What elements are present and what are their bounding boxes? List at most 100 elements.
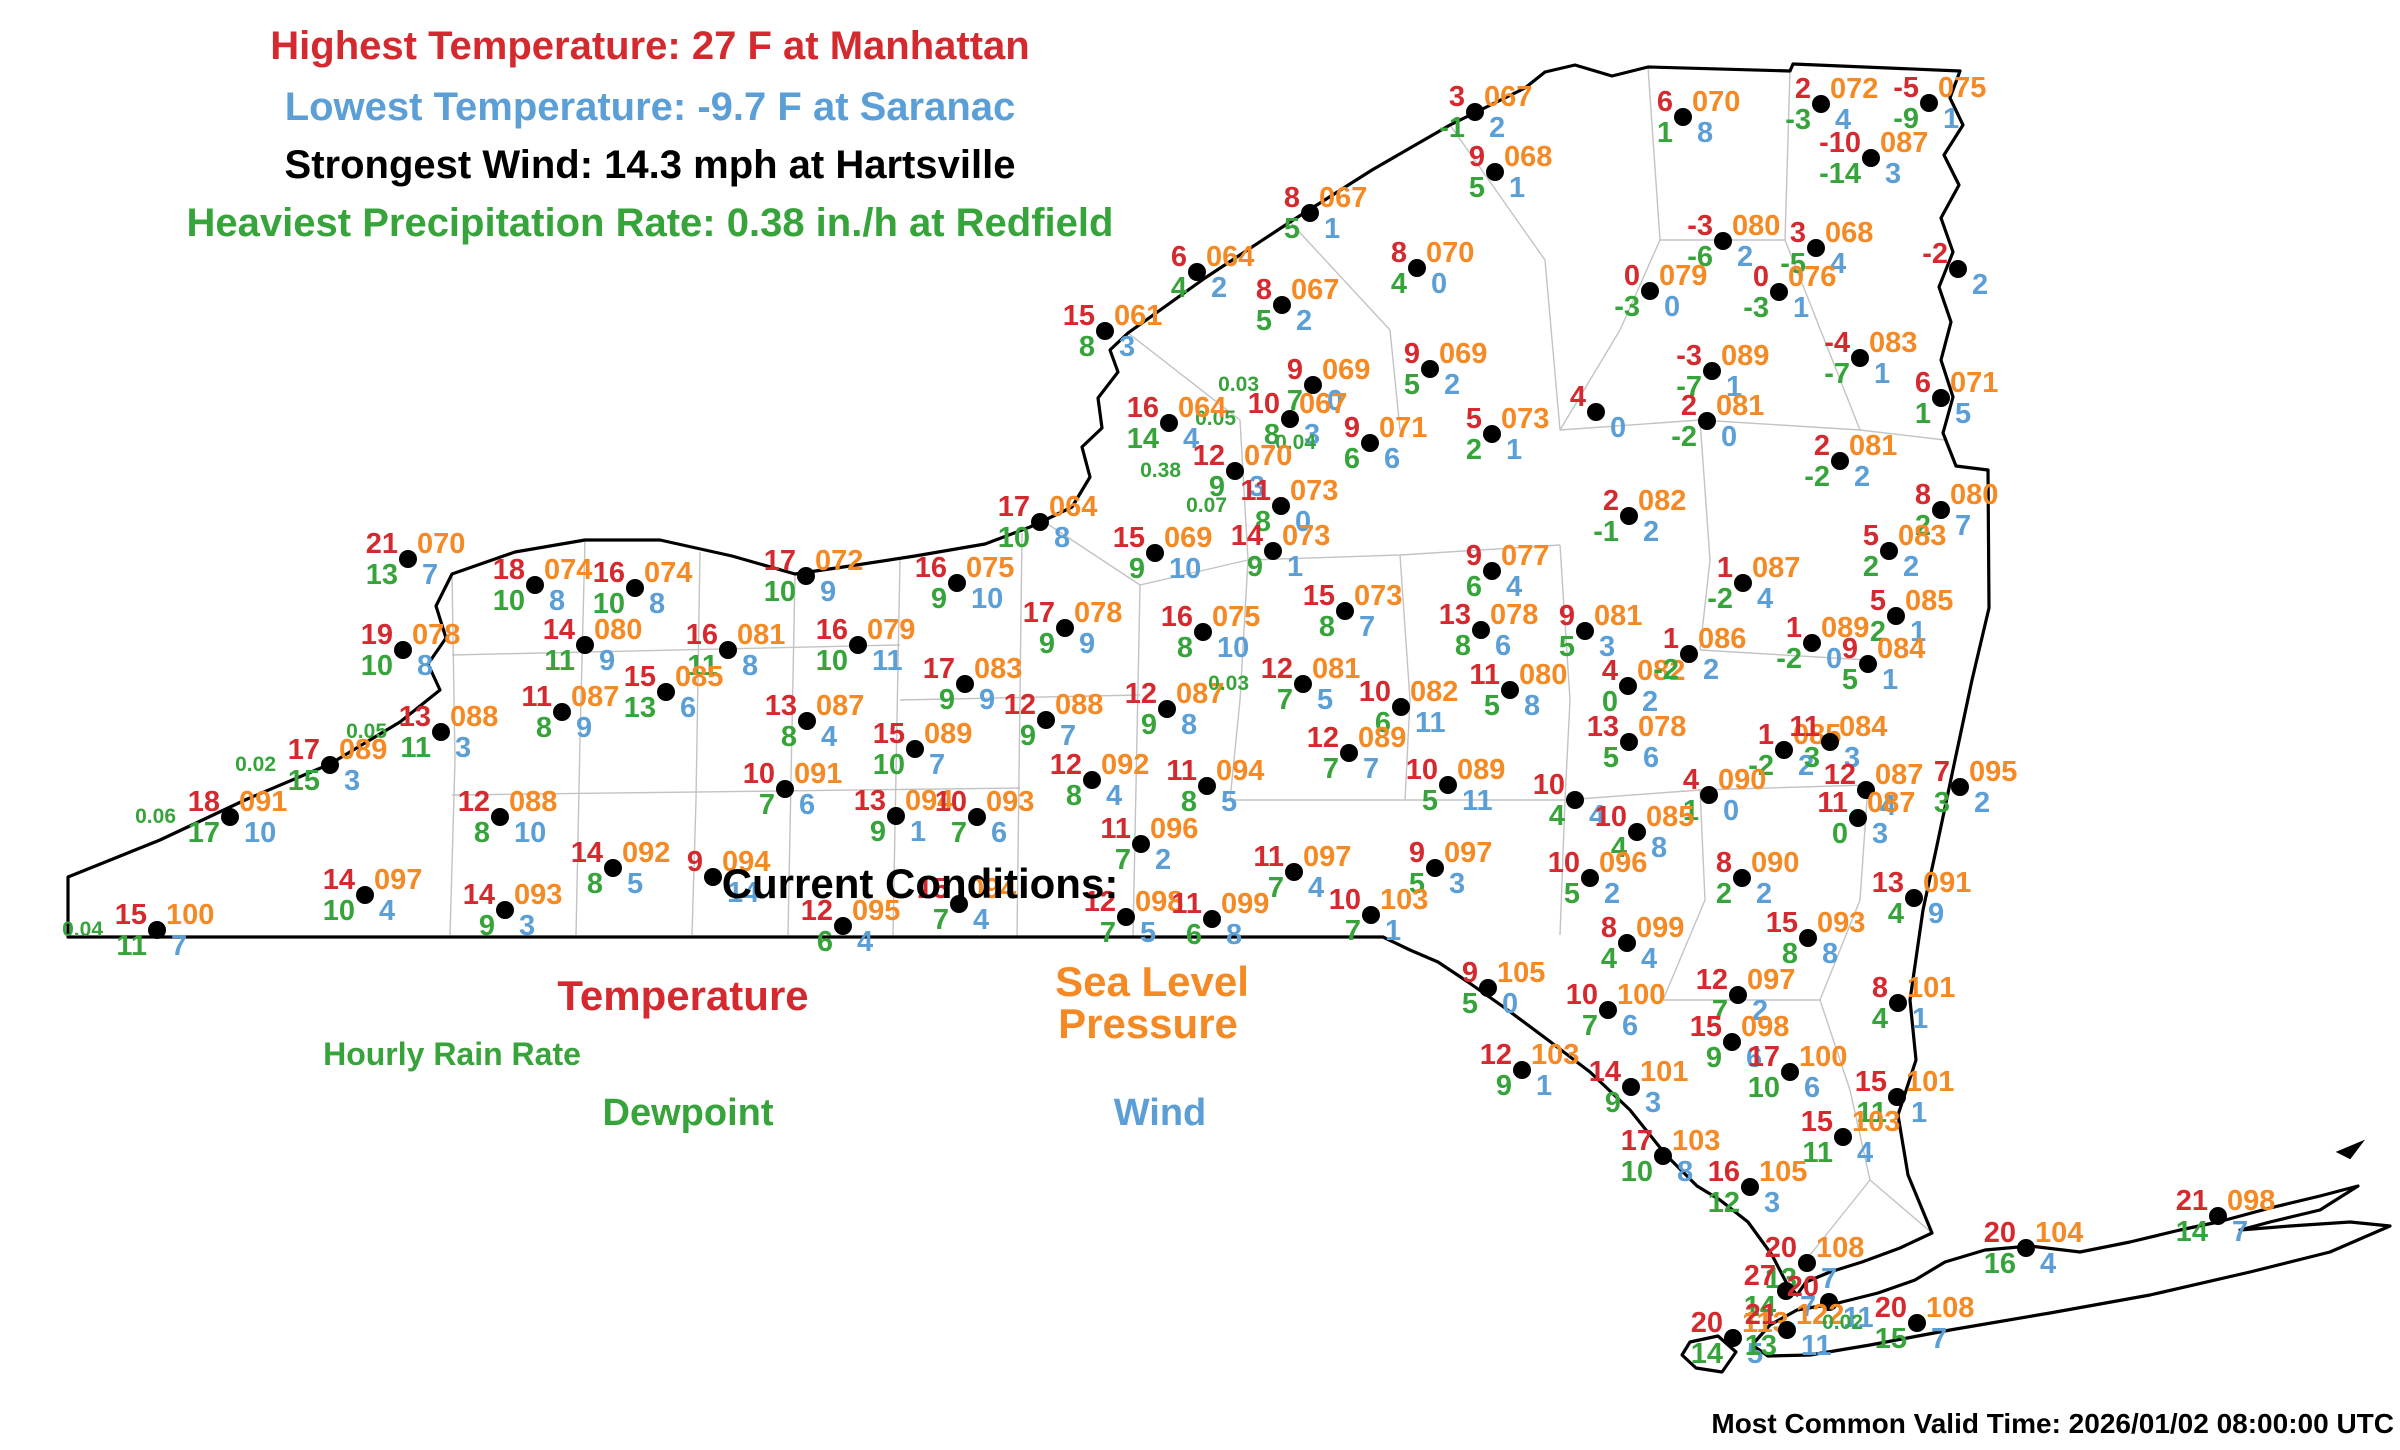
station-wind: 2 <box>1752 995 1769 1027</box>
station-temp: 13 <box>853 785 886 817</box>
station-dewpoint: 10 <box>360 650 393 682</box>
station-dot <box>1619 677 1637 695</box>
station-pressure: 086 <box>1698 623 1747 655</box>
station-pressure: 088 <box>1055 689 1104 721</box>
station-pressure: 087 <box>1752 552 1801 584</box>
station-pressure: 070 <box>1426 237 1475 269</box>
station-dot <box>626 579 644 597</box>
station-wind: 7 <box>1060 720 1077 752</box>
station-pressure: 097 <box>374 864 423 896</box>
station-dewpoint: -2 <box>1776 643 1802 675</box>
station-dewpoint: 0 <box>1601 686 1618 718</box>
station-dot <box>1426 859 1444 877</box>
station-temp: 3 <box>1448 81 1465 113</box>
station-wind: 7 <box>1821 1263 1838 1295</box>
station-temp: 15 <box>1800 1106 1833 1138</box>
station-pressure: 069 <box>1439 338 1488 370</box>
station-dewpoint: 4 <box>1390 268 1407 300</box>
station-wind: 5 <box>1747 1338 1764 1370</box>
station-wind: 1 <box>1793 292 1810 324</box>
station-dot <box>321 756 339 774</box>
station-dewpoint: 6 <box>1343 443 1360 475</box>
station-dot <box>776 780 794 798</box>
station-wind: 2 <box>1972 269 1989 301</box>
station-dewpoint: -7 <box>1676 371 1702 403</box>
station-dot <box>1799 929 1817 947</box>
station-pressure: 087 <box>816 690 865 722</box>
station-dewpoint: 5 <box>1283 213 1300 245</box>
station-temp: 12 <box>1049 749 1082 781</box>
station-dot <box>496 901 514 919</box>
station-temp: 16 <box>815 614 848 646</box>
station-wind: 5 <box>1221 786 1238 818</box>
station-temp: 13 <box>764 690 797 722</box>
station-dewpoint: 2 <box>1914 510 1931 542</box>
station-temp: 14 <box>570 837 603 869</box>
station-dot <box>1486 163 1504 181</box>
station-wind: 4 <box>1641 943 1658 975</box>
station-dot <box>1188 263 1206 281</box>
station-dewpoint: 7 <box>950 817 967 849</box>
station-temp: 20 <box>1983 1217 2016 1249</box>
station-wind: 11 <box>872 645 903 677</box>
station-wind: 2 <box>1798 750 1815 782</box>
station-dot <box>1501 681 1519 699</box>
station-temp: 14 <box>542 614 575 646</box>
station-dot <box>1294 675 1312 693</box>
station-dot <box>704 868 722 886</box>
station-dewpoint: 9 <box>930 583 947 615</box>
station-wind: 8 <box>742 650 759 682</box>
station-wind: 1 <box>1287 551 1304 583</box>
station-pressure: 091 <box>239 786 288 818</box>
station-dewpoint: 10 <box>492 585 525 617</box>
station-dot <box>1439 776 1457 794</box>
station-pressure: 078 <box>1490 599 1539 631</box>
station-temp: 10 <box>1328 884 1361 916</box>
station-dewpoint: 5 <box>1408 868 1425 900</box>
station-temp: 11 <box>1253 841 1284 873</box>
station-temp: 13 <box>1871 867 1904 899</box>
station-dewpoint: 9 <box>938 684 955 716</box>
station-rain-rate: 0.38 <box>1140 459 1181 482</box>
station-temp: 9 <box>1408 837 1425 869</box>
station-dewpoint: 7 <box>1267 872 1284 904</box>
station-wind: 9 <box>599 645 616 677</box>
station-dewpoint: 4 <box>1548 800 1565 832</box>
station-dewpoint: 8 <box>1180 786 1197 818</box>
station-dewpoint: 1 <box>1682 795 1699 827</box>
station-pressure: 085 <box>1905 585 1954 617</box>
station-dot <box>887 807 905 825</box>
station-temp: 19 <box>360 619 393 651</box>
valid-time-label: Most Common Valid Time: 2026/01/02 08:00… <box>1711 1408 2394 1439</box>
station-temp: 12 <box>1695 964 1728 996</box>
station-wind: 7 <box>2232 1216 2249 1248</box>
station-dewpoint: 9 <box>1019 720 1036 752</box>
station-wind: 10 <box>1169 553 1202 585</box>
station-wind: 3 <box>1764 1187 1781 1219</box>
station-pressure: 084 <box>1877 633 1926 665</box>
station-temp: 8 <box>1390 237 1407 269</box>
station-pressure: 081 <box>1312 653 1361 685</box>
station-wind: 4 <box>1857 1137 1874 1169</box>
station-pressure: 073 <box>1354 580 1403 612</box>
station-dot <box>1226 462 1244 480</box>
station-dewpoint: 5 <box>1483 690 1500 722</box>
station-wind: 8 <box>1524 690 1541 722</box>
station-dot <box>1587 403 1605 421</box>
station-dot <box>1146 544 1164 562</box>
station-dewpoint: 15 <box>1874 1323 1907 1355</box>
station-dewpoint: 15 <box>287 765 320 797</box>
station-wind: 0 <box>1826 643 1843 675</box>
station-dot <box>1037 711 1055 729</box>
station-dewpoint: 17 <box>187 817 220 849</box>
station-dewpoint: -5 <box>1780 248 1806 280</box>
station-dot <box>2209 1207 2227 1225</box>
fishers-island-landmass <box>2335 1139 2365 1160</box>
station-temp: 17 <box>1747 1041 1780 1073</box>
station-pressure: 074 <box>544 554 593 586</box>
station-pressure: 090 <box>1718 764 1767 796</box>
station-pressure: 072 <box>1830 73 1879 105</box>
station-pressure: 099 <box>1636 912 1685 944</box>
station-dot <box>1834 1128 1852 1146</box>
station-dewpoint: 10 <box>322 895 355 927</box>
